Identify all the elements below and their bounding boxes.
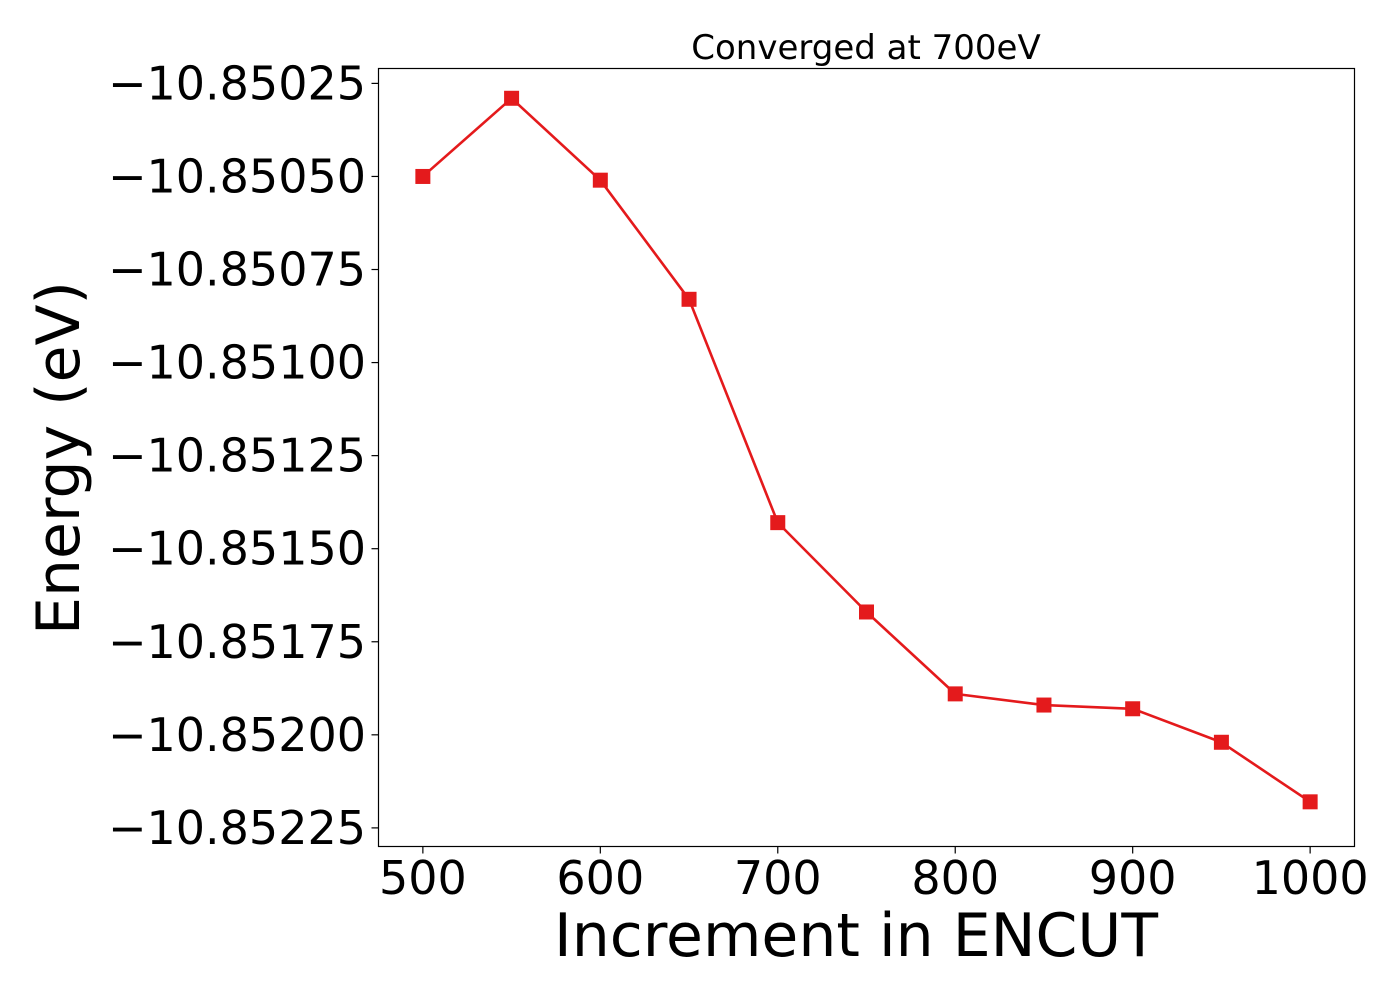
data-point-marker: [859, 604, 874, 620]
y-axis-label: Energy (eV): [24, 281, 94, 635]
data-point-marker: [592, 172, 608, 188]
x-tick-label: 500: [379, 851, 467, 905]
data-point-marker: [1213, 734, 1229, 750]
y-tick-label: −10.85125: [108, 429, 366, 483]
y-tick-label: −10.85075: [108, 243, 366, 297]
y-tick-label: −10.85200: [108, 708, 366, 762]
x-tick-label: 1000: [1252, 851, 1369, 905]
data-point-marker: [1302, 794, 1318, 810]
x-tick-label: 900: [1089, 851, 1177, 905]
series-line: [422, 96, 1311, 803]
y-tick-label: −10.85175: [108, 615, 366, 669]
y-tick-label: −10.85025: [108, 56, 366, 110]
y-tick-label: −10.85100: [108, 336, 366, 390]
y-tick-label: −10.85050: [108, 149, 366, 203]
x-axis-ticks: 500 600 700 800 900 1000: [379, 846, 1369, 905]
y-tick-label: −10.85150: [108, 522, 366, 576]
data-point-marker: [504, 90, 520, 106]
chart-title: Converged at 700eV: [691, 28, 1040, 68]
data-point-marker: [770, 515, 786, 531]
y-tick-label: −10.85225: [108, 801, 366, 855]
x-tick-label: 700: [734, 851, 822, 905]
data-point-marker: [681, 291, 697, 307]
data-point-marker: [1125, 701, 1141, 717]
data-point-marker: [947, 686, 963, 702]
data-point-marker: [1036, 697, 1052, 713]
y-axis-ticks: −10.85025 −10.85050 −10.85075 −10.85100 −10.…: [108, 56, 379, 855]
plot-series: [415, 90, 1318, 810]
data-point-marker: [415, 168, 431, 184]
x-tick-label: 600: [556, 851, 644, 905]
x-axis-label: Increment in ENCUT: [554, 901, 1158, 971]
x-tick-label: 800: [911, 851, 999, 905]
plot-frame: [377, 67, 1356, 848]
